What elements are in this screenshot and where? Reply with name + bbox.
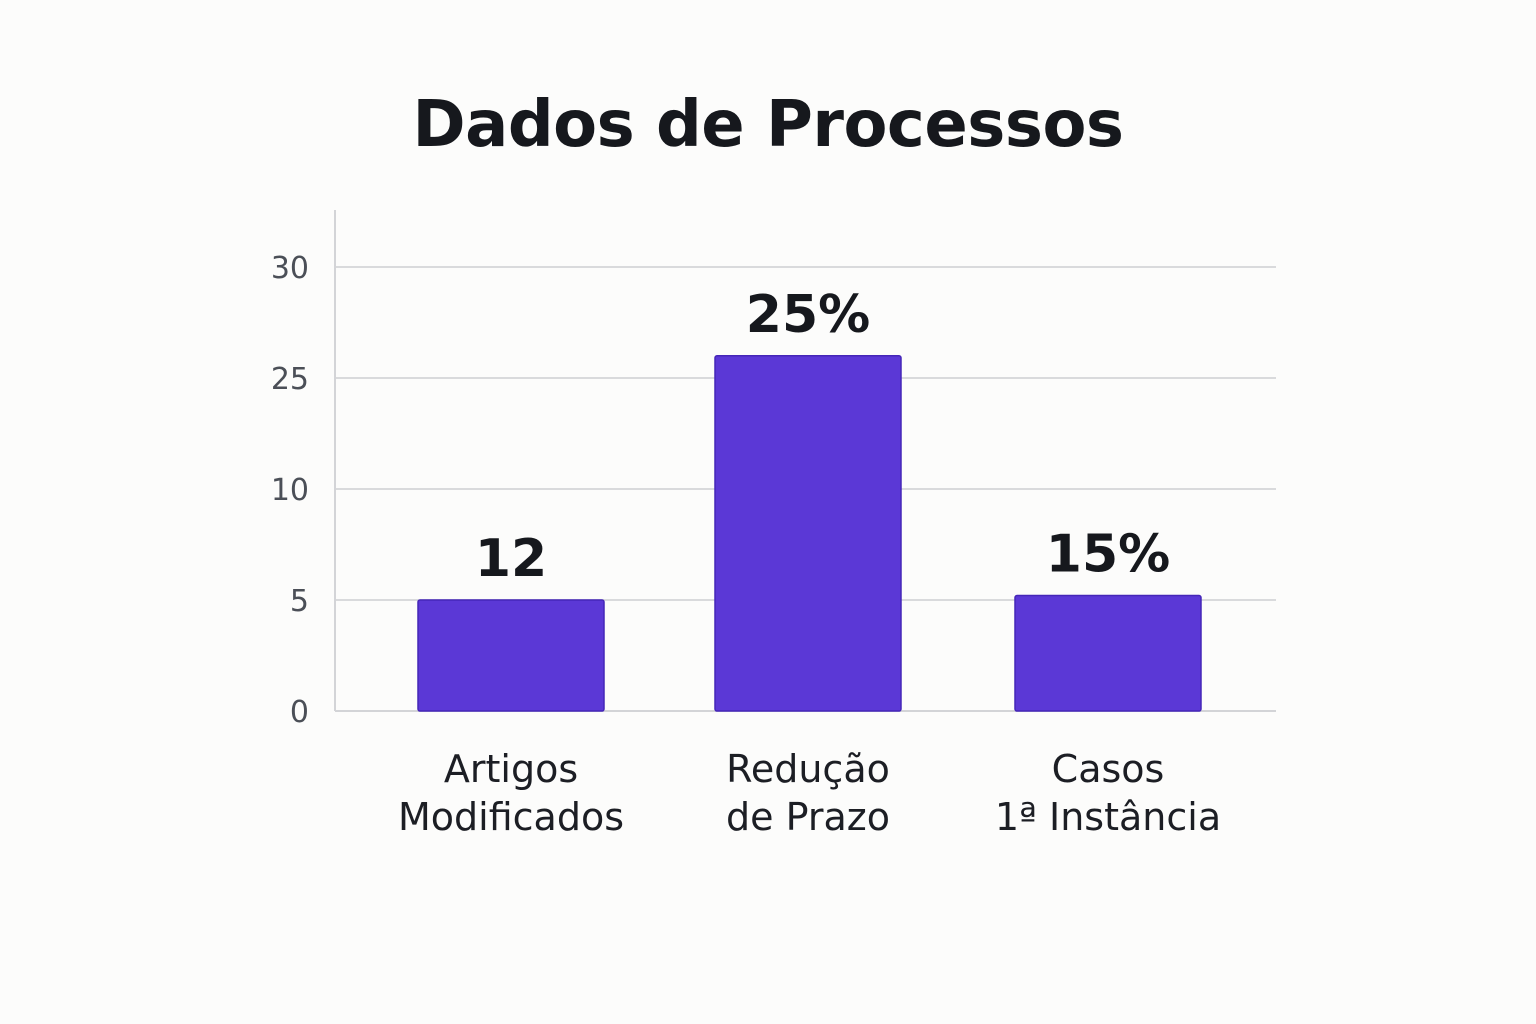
data-label: 12	[475, 529, 547, 589]
x-category-label: Casos	[1052, 747, 1165, 791]
chart-title: Dados de Processos	[412, 88, 1125, 162]
x-category-label: 1ª Instância	[995, 795, 1221, 839]
data-label: 25%	[746, 285, 870, 345]
y-tick-label: 10	[271, 473, 309, 508]
bar	[1014, 594, 1202, 712]
bar	[714, 355, 902, 712]
x-category-label: Redução	[726, 747, 890, 791]
data-label: 15%	[1046, 525, 1170, 585]
y-tick-label: 0	[290, 695, 309, 730]
x-category-label: Modificados	[398, 795, 624, 839]
y-tick-label: 30	[271, 251, 309, 286]
y-tick-label: 5	[290, 584, 309, 619]
y-tick-label: 25	[271, 362, 309, 397]
x-category-label: Artigos	[444, 747, 578, 791]
x-category-label: de Prazo	[726, 795, 890, 839]
bars	[417, 355, 1202, 712]
bar	[417, 599, 605, 712]
